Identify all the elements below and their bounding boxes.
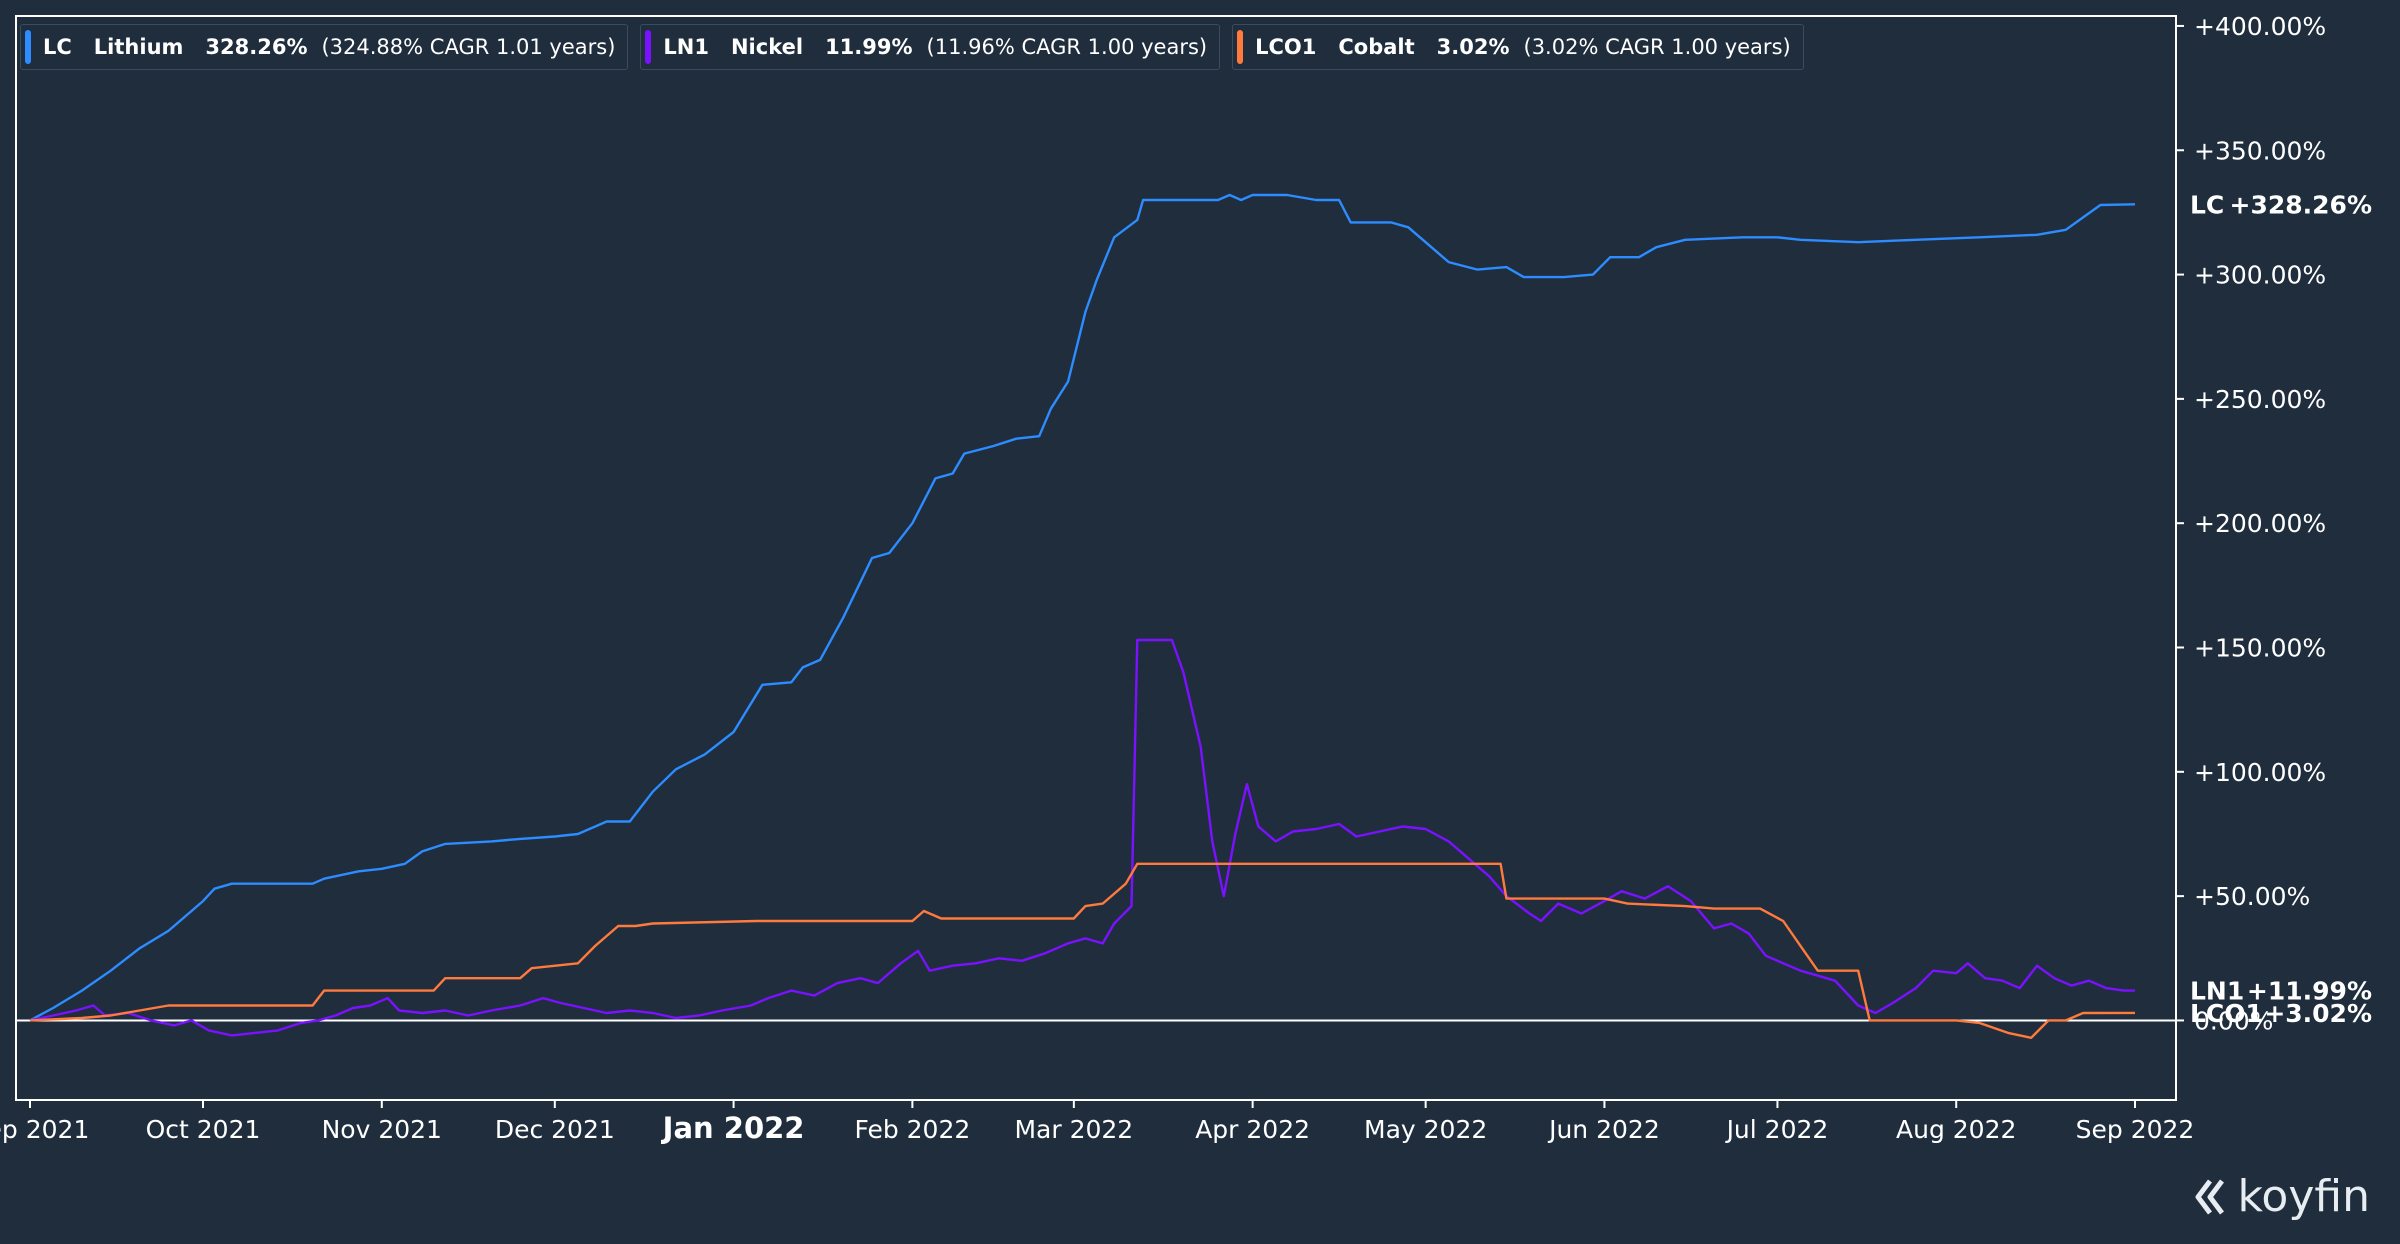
series-lines	[29, 193, 2136, 1039]
x-tick-label: Feb 2022	[854, 1115, 970, 1144]
end-label-value: +11.99%	[2247, 977, 2372, 1006]
legend-name: Nickel	[730, 35, 804, 59]
series-line-lc	[29, 193, 2136, 1022]
x-tick-label: Aug 2022	[1896, 1115, 2016, 1144]
y-tick-label: +400.00%	[2194, 12, 2326, 41]
legend-cagr: (3.02% CAGR 1.00 years)	[1523, 35, 1791, 59]
x-tick-label: Jul 2022	[1725, 1115, 1829, 1144]
legend-cagr: (324.88% CAGR 1.01 years)	[321, 35, 616, 59]
legend-cagr: (11.96% CAGR 1.00 years)	[926, 35, 1208, 59]
legend-swatch-lco1	[1237, 30, 1244, 64]
x-tick-label: Sep 2021	[0, 1115, 89, 1144]
legend-name: Lithium	[93, 35, 184, 59]
y-tick-label: +100.00%	[2194, 758, 2326, 787]
x-tick-label: May 2022	[1364, 1115, 1487, 1144]
logo-text: koyfin	[2237, 1171, 2370, 1222]
legend-change: 11.99%	[825, 35, 913, 59]
x-axis: Sep 2021 Oct 2021 Nov 2021 Dec 2021 Jan 2022…	[0, 1100, 2194, 1145]
x-tick-label: Jan 2022	[661, 1111, 805, 1145]
x-tick-label: Jun 2022	[1547, 1115, 1660, 1144]
series-line-ln1	[29, 638, 2135, 1037]
koyfin-logo-icon	[2195, 1179, 2224, 1214]
y-tick-label: +250.00%	[2194, 385, 2326, 414]
legend-item-lc[interactable]: LC Lithium 328.26% (324.88% CAGR 1.01 ye…	[20, 24, 629, 70]
legend-item-ln1[interactable]: LN1 Nickel 11.99% (11.96% CAGR 1.00 year…	[640, 24, 1221, 70]
y-axis: 0.00% +50.00% +100.00% +150.00% +200.00% +250…	[2176, 12, 2326, 1035]
end-value-labels: LC +328.26% LN1 +11.99%LCO1 +3.02%	[2190, 190, 2372, 1028]
x-tick-label: Oct 2021	[146, 1115, 261, 1144]
koyfin-logo: koyfin	[2192, 1171, 2370, 1222]
legend-change: 3.02%	[1436, 35, 1510, 59]
y-tick-label: +300.00%	[2194, 261, 2326, 290]
end-label-symbol: LN1	[2190, 977, 2244, 1006]
end-label-value: +3.02%	[2264, 999, 2372, 1028]
legend-item-lco1[interactable]: LCO1 Cobalt 3.02% (3.02% CAGR 1.00 years…	[1232, 24, 1804, 70]
x-tick-label: Dec 2021	[495, 1115, 615, 1144]
legend-symbol: LC	[43, 35, 72, 59]
legend-change: 328.26%	[205, 35, 308, 59]
y-tick-label: +350.00%	[2194, 136, 2326, 165]
y-tick-label: +200.00%	[2194, 509, 2326, 538]
legend-swatch-ln1	[645, 30, 652, 64]
legend-swatch-lc	[25, 30, 31, 64]
x-tick-label: Mar 2022	[1014, 1115, 1133, 1144]
y-tick-label: +150.00%	[2194, 634, 2326, 663]
legend-name: Cobalt	[1338, 35, 1415, 59]
legend-symbol: LN1	[663, 35, 709, 59]
y-tick-label: +50.00%	[2194, 882, 2310, 911]
legend-symbol: LCO1	[1255, 35, 1317, 59]
series-line-lco1	[29, 862, 2136, 1039]
y-tick-label: 0.00%	[2194, 1006, 2273, 1035]
end-label-symbol: LCO1	[2190, 999, 2263, 1028]
x-tick-label: Apr 2022	[1195, 1115, 1310, 1144]
legend: LC Lithium 328.26% (324.88% CAGR 1.01 ye…	[20, 24, 1804, 70]
x-tick-label: Nov 2021	[322, 1115, 442, 1144]
plot-frame	[15, 15, 2177, 1101]
end-label-symbol: LC	[2190, 190, 2224, 219]
end-label-value: +328.26%	[2230, 190, 2372, 219]
x-tick-label: Sep 2022	[2076, 1115, 2195, 1144]
